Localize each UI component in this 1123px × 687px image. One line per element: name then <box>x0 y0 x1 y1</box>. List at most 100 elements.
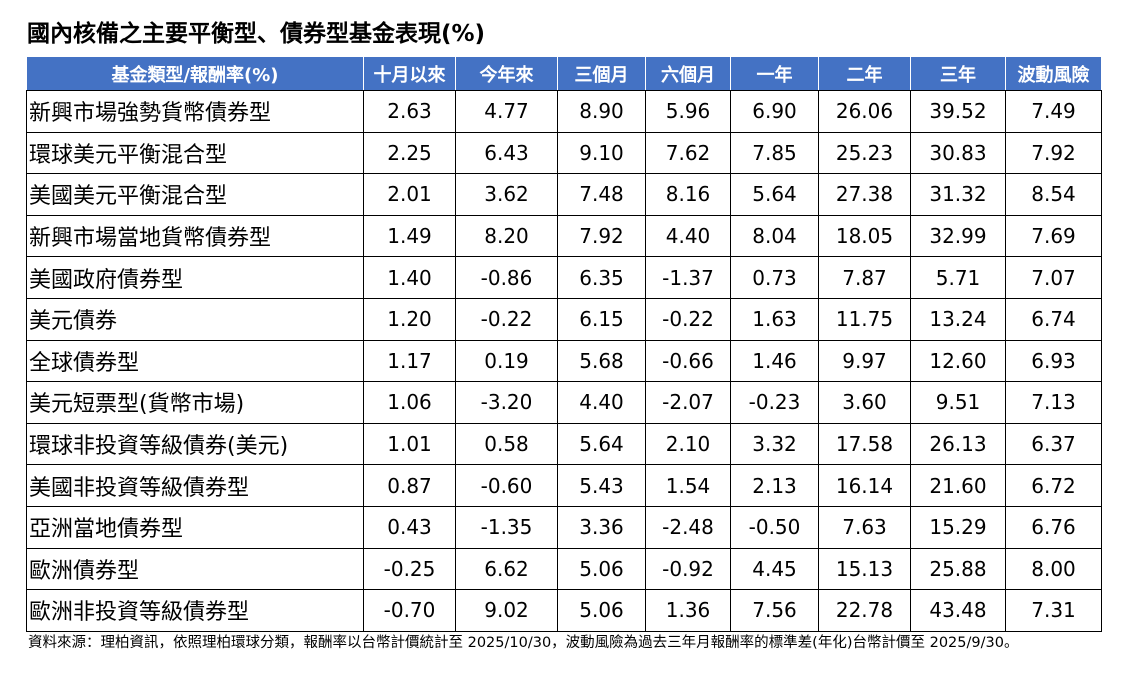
value-cell: 7.92 <box>1005 131 1102 175</box>
table-row: 全球債券型 1.17 0.19 5.68 -0.66 1.46 9.97 12.60 6.93 <box>26 339 1102 383</box>
value-cell: 12.60 <box>910 339 1006 383</box>
value-cell: 0.73 <box>730 256 819 299</box>
table-row: 美元短票型(貨幣市場) 1.06 -3.20 4.40 -2.07 -0.23 3.60 9.… <box>26 381 1102 424</box>
value-cell: 7.69 <box>1005 214 1102 258</box>
value-cell: 8.04 <box>730 214 819 258</box>
value-cell: 7.48 <box>557 173 646 216</box>
value-cell: 5.06 <box>557 589 646 632</box>
value-cell: 6.90 <box>730 90 819 133</box>
value-cell: 3.36 <box>557 505 646 549</box>
value-cell: 6.37 <box>1005 422 1102 466</box>
value-cell: 6.76 <box>1005 505 1102 549</box>
value-cell: -1.37 <box>645 256 731 299</box>
value-cell: 2.10 <box>645 422 731 466</box>
value-cell: 7.31 <box>1005 589 1102 632</box>
fund-performance-table: 基金類型/報酬率(%) 十月以來 今年來 三個月 六個月 一年 二年 三年 波動風險 新興市場強… <box>26 56 1102 632</box>
value-cell: -2.07 <box>645 381 731 424</box>
value-cell: 26.06 <box>818 90 911 133</box>
value-cell: 6.35 <box>557 256 646 299</box>
table-row: 新興市場當地貨幣債券型 1.49 8.20 7.92 4.40 8.04 18.05 32.9… <box>26 214 1102 258</box>
value-cell: 5.96 <box>645 90 731 133</box>
value-cell: 1.40 <box>363 256 456 299</box>
value-cell: -0.66 <box>645 339 731 383</box>
table-row: 歐洲非投資等級債券型 -0.70 9.02 5.06 1.36 7.56 22.78 43.4… <box>26 589 1102 632</box>
value-cell: 4.45 <box>730 547 819 591</box>
value-cell: 8.54 <box>1005 173 1102 216</box>
value-cell: 4.77 <box>455 90 558 133</box>
value-cell: 7.85 <box>730 131 819 175</box>
value-cell: 6.93 <box>1005 339 1102 383</box>
value-cell: -0.22 <box>645 297 731 341</box>
value-cell: 0.19 <box>455 339 558 383</box>
value-cell: -0.60 <box>455 464 558 507</box>
value-cell: 17.58 <box>818 422 911 466</box>
table-row: 新興市場強勢貨幣債券型 2.63 4.77 8.90 5.96 6.90 26.06 39.5… <box>26 90 1102 133</box>
value-cell: 1.54 <box>645 464 731 507</box>
value-cell: 7.07 <box>1005 256 1102 299</box>
value-cell: 25.23 <box>818 131 911 175</box>
value-cell: 1.49 <box>363 214 456 258</box>
value-cell: 4.40 <box>557 381 646 424</box>
table-row: 美國政府債券型 1.40 -0.86 6.35 -1.37 0.73 7.87 5.71 7.0… <box>26 256 1102 299</box>
fund-category-cell: 美元債券 <box>26 297 364 341</box>
value-cell: 1.36 <box>645 589 731 632</box>
value-cell: 8.20 <box>455 214 558 258</box>
table-row: 美國非投資等級債券型 0.87 -0.60 5.43 1.54 2.13 16.14 21.6… <box>26 464 1102 507</box>
value-cell: 6.62 <box>455 547 558 591</box>
value-cell: 0.43 <box>363 505 456 549</box>
value-cell: 6.72 <box>1005 464 1102 507</box>
value-cell: 3.60 <box>818 381 911 424</box>
table-row: 環球美元平衡混合型 2.25 6.43 9.10 7.62 7.85 25.23 30.83 7… <box>26 131 1102 175</box>
value-cell: -0.22 <box>455 297 558 341</box>
value-cell: 9.10 <box>557 131 646 175</box>
value-cell: 32.99 <box>910 214 1006 258</box>
page-title: 國內核備之主要平衡型、債券型基金表現(%) <box>27 21 486 47</box>
table-row: 亞洲當地債券型 0.43 -1.35 3.36 -2.48 -0.50 7.63 15.29 6… <box>26 505 1102 549</box>
column-header: 一年 <box>730 56 819 91</box>
value-cell: -0.70 <box>363 589 456 632</box>
value-cell: 5.68 <box>557 339 646 383</box>
value-cell: 18.05 <box>818 214 911 258</box>
value-cell: 43.48 <box>910 589 1006 632</box>
value-cell: 6.15 <box>557 297 646 341</box>
fund-category-cell: 歐洲債券型 <box>26 547 364 591</box>
value-cell: 8.16 <box>645 173 731 216</box>
value-cell: 39.52 <box>910 90 1006 133</box>
value-cell: 11.75 <box>818 297 911 341</box>
value-cell: -1.35 <box>455 505 558 549</box>
column-header: 基金類型/報酬率(%) <box>26 56 364 91</box>
column-header: 十月以來 <box>363 56 456 91</box>
value-cell: 26.13 <box>910 422 1006 466</box>
value-cell: 22.78 <box>818 589 911 632</box>
value-cell: 7.56 <box>730 589 819 632</box>
value-cell: 1.63 <box>730 297 819 341</box>
fund-category-cell: 全球債券型 <box>26 339 364 383</box>
table-row: 美國美元平衡混合型 2.01 3.62 7.48 8.16 5.64 27.38 31.32 8… <box>26 173 1102 216</box>
fund-category-cell: 美元短票型(貨幣市場) <box>26 381 364 424</box>
value-cell: 1.01 <box>363 422 456 466</box>
value-cell: 8.00 <box>1005 547 1102 591</box>
value-cell: -0.25 <box>363 547 456 591</box>
value-cell: 15.13 <box>818 547 911 591</box>
value-cell: 30.83 <box>910 131 1006 175</box>
fund-category-cell: 美國非投資等級債券型 <box>26 464 364 507</box>
value-cell: 7.87 <box>818 256 911 299</box>
table-row: 美元債券 1.20 -0.22 6.15 -0.22 1.63 11.75 13.24 6.74 <box>26 297 1102 341</box>
fund-category-cell: 環球非投資等級債券(美元) <box>26 422 364 466</box>
value-cell: 5.64 <box>730 173 819 216</box>
value-cell: 3.32 <box>730 422 819 466</box>
value-cell: -0.50 <box>730 505 819 549</box>
value-cell: 8.90 <box>557 90 646 133</box>
value-cell: 0.58 <box>455 422 558 466</box>
fund-category-cell: 美國政府債券型 <box>26 256 364 299</box>
value-cell: 5.43 <box>557 464 646 507</box>
value-cell: 5.64 <box>557 422 646 466</box>
value-cell: 6.43 <box>455 131 558 175</box>
fund-category-cell: 環球美元平衡混合型 <box>26 131 364 175</box>
column-header: 六個月 <box>645 56 731 91</box>
column-header: 今年來 <box>455 56 558 91</box>
column-header: 三個月 <box>557 56 646 91</box>
value-cell: 1.06 <box>363 381 456 424</box>
value-cell: -0.23 <box>730 381 819 424</box>
value-cell: -2.48 <box>645 505 731 549</box>
